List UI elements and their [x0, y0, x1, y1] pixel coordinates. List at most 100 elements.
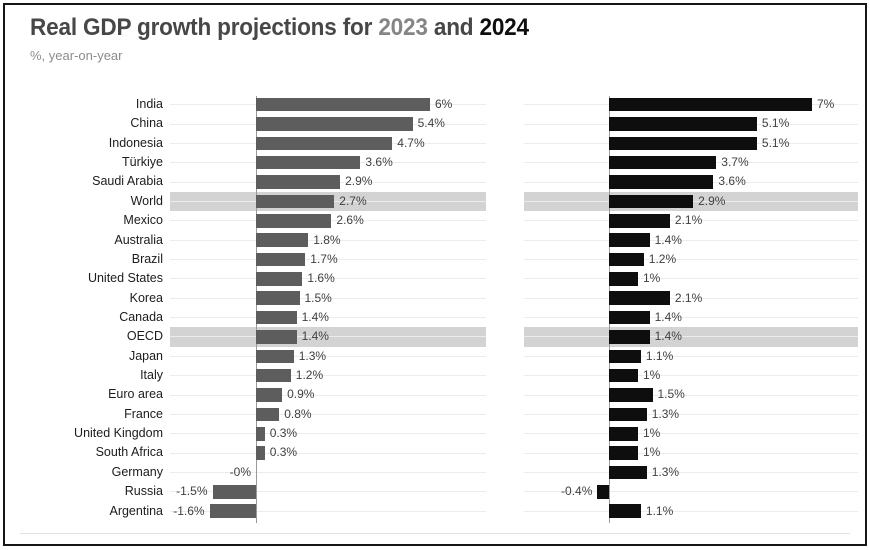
row-guide-line — [170, 472, 486, 473]
bar-2024-euro-area — [609, 388, 653, 402]
bar-2023-indonesia — [256, 136, 393, 151]
value-label-2024-germany: 1.3% — [651, 464, 680, 479]
value-label-2023-australia: 1.8% — [313, 232, 341, 247]
category-label-japan: Japan — [128, 348, 163, 363]
bar-2023-world — [256, 194, 335, 209]
row-guide-line — [170, 491, 486, 493]
category-label-france: France — [124, 406, 163, 421]
row-guide-line — [524, 433, 858, 435]
row-guide-line — [170, 510, 486, 512]
value-label-2024-china: 5.1% — [761, 116, 790, 131]
bar-2023-france — [256, 407, 280, 422]
value-label-2023-india: 6% — [435, 97, 453, 111]
value-label-2024-argentina: 1.1% — [645, 503, 674, 518]
value-label-2024-world: 2.9% — [698, 193, 726, 208]
bar-2023-t-rkiye — [256, 155, 361, 170]
value-label-2023-t-rkiye: 3.6% — [365, 155, 393, 170]
chart-row-canada: Canada 1.4% 1.4% — [0, 308, 870, 327]
bar-2023-korea — [256, 291, 300, 305]
row-guide-line — [170, 239, 486, 241]
row-guide-line — [524, 394, 858, 396]
chart-row-brazil: Brazil 1.7% 1.2% — [0, 250, 870, 269]
value-label-2023-germany: -0% — [229, 464, 251, 479]
value-label-2023-argentina: -1.6% — [173, 503, 205, 518]
bar-chart-area: India 6% 7% China 5.4% 5.1% Indonesia 4.7% 5.1% T… — [0, 95, 870, 543]
row-guide-line — [170, 336, 486, 338]
value-label-2023-euro-area: 0.9% — [287, 387, 315, 402]
row-guide-line — [524, 317, 858, 319]
bar-2023-saudi-arabia — [256, 175, 341, 189]
row-guide-line — [524, 259, 858, 261]
bar-2024-mexico — [609, 214, 670, 228]
row-guide-line — [524, 510, 858, 512]
category-label-korea: Korea — [129, 290, 163, 305]
row-guide-line — [524, 297, 858, 299]
row-guide-line — [170, 297, 486, 299]
value-label-2023-mexico: 2.6% — [336, 213, 364, 228]
bar-2023-argentina — [209, 504, 256, 518]
bar-2024-saudi-arabia — [609, 175, 714, 189]
value-label-2023-oecd: 1.4% — [301, 329, 329, 344]
chart-row-argentina: Argentina -1.6% 1.1% — [0, 502, 870, 521]
bar-2023-united-kingdom — [256, 427, 265, 441]
bar-2024-argentina — [609, 504, 641, 518]
chart-row-south-africa: South Africa 0.3% 1% — [0, 443, 870, 462]
chart-row-india: India 6% 7% — [0, 95, 870, 114]
bar-2024-italy — [609, 368, 638, 383]
row-guide-line — [170, 452, 486, 454]
value-label-2024-canada: 1.4% — [654, 309, 682, 324]
row-guide-line — [524, 278, 858, 280]
category-label-mexico: Mexico — [123, 213, 163, 228]
value-label-2024-t-rkiye: 3.7% — [721, 155, 749, 170]
bar-2024-south-africa — [609, 446, 638, 460]
bar-2024-indonesia — [609, 136, 757, 151]
chart-row-saudi-arabia: Saudi Arabia 2.9% 3.6% — [0, 172, 870, 191]
value-label-2023-south-africa: 0.3% — [269, 445, 298, 460]
row-guide-line — [170, 433, 486, 435]
value-label-2024-france: 1.3% — [651, 406, 680, 421]
zero-axis-line-2024 — [609, 96, 610, 523]
chart-row-japan: Japan 1.3% 1.1% — [0, 347, 870, 366]
category-label-t-rkiye: Türkiye — [122, 155, 163, 170]
category-label-oecd: OECD — [126, 329, 163, 344]
bar-2024-germany — [609, 465, 647, 480]
bar-2024-world — [609, 194, 694, 209]
row-guide-line — [170, 259, 486, 261]
chart-row-russia: Russia -1.5% -0.4% — [0, 482, 870, 501]
value-label-2023-united-states: 1.6% — [307, 271, 335, 286]
row-guide-line — [524, 355, 858, 357]
bar-2023-mexico — [256, 214, 332, 228]
category-label-united-kingdom: United Kingdom — [74, 426, 163, 441]
bar-2024-oecd — [609, 330, 650, 344]
value-label-2024-south-africa: 1% — [643, 445, 661, 460]
category-label-euro-area: Euro area — [108, 387, 163, 402]
bar-2023-india — [256, 97, 430, 112]
chart-row-italy: Italy 1.2% 1% — [0, 366, 870, 385]
row-guide-line — [170, 394, 486, 396]
chart-row-germany: Germany -0% 1.3% — [0, 463, 870, 482]
chart-row-world: World 2.7% 2.9% — [0, 191, 870, 212]
row-guide-line — [170, 375, 486, 377]
value-label-2024-euro-area: 1.5% — [657, 387, 685, 402]
chart-row-korea: Korea 1.5% 2.1% — [0, 289, 870, 308]
value-label-2024-russia: -0.4% — [561, 484, 593, 499]
page-title: Real GDP growth projections for 2023 and… — [30, 14, 529, 42]
category-label-italy: Italy — [140, 368, 163, 383]
bar-2023-brazil — [256, 252, 306, 267]
bar-2024-india — [609, 97, 812, 112]
value-label-2023-world: 2.7% — [339, 193, 367, 208]
value-label-2024-australia: 1.4% — [654, 232, 682, 247]
row-guide-line — [524, 472, 858, 473]
category-label-indonesia: Indonesia — [108, 135, 163, 150]
value-label-2023-indonesia: 4.7% — [397, 135, 425, 150]
bar-2024-t-rkiye — [609, 155, 717, 170]
chart-row-china: China 5.4% 5.1% — [0, 114, 870, 133]
value-label-2024-oecd: 1.4% — [654, 329, 682, 344]
bar-2023-china — [256, 117, 413, 131]
bar-2023-canada — [256, 310, 297, 325]
value-label-2023-saudi-arabia: 2.9% — [345, 174, 373, 189]
bar-2024-china — [609, 117, 757, 131]
chart-row-united-states: United States 1.6% 1% — [0, 269, 870, 288]
category-label-brazil: Brazil — [131, 251, 163, 266]
value-label-2023-korea: 1.5% — [304, 290, 332, 305]
